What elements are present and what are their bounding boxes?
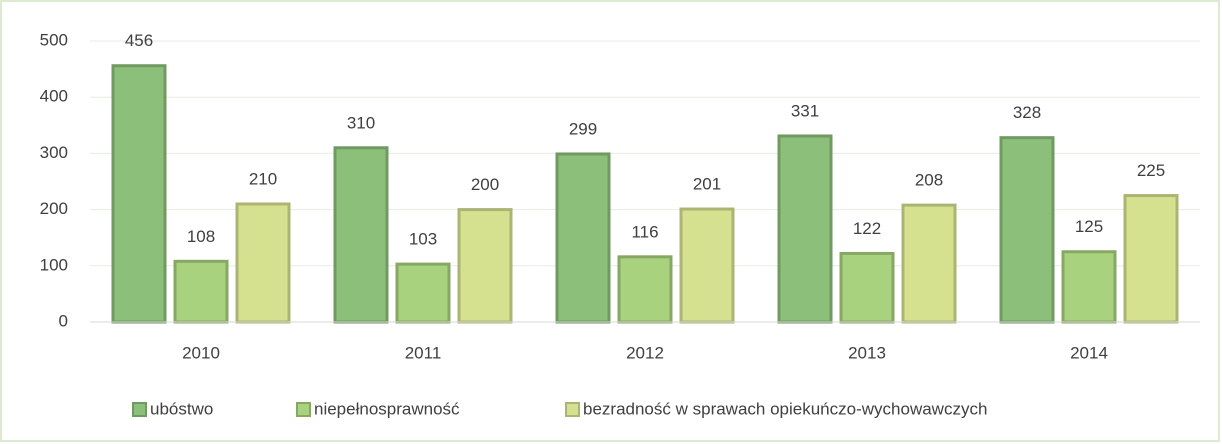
data-label: 331	[791, 101, 819, 120]
data-label: 103	[409, 230, 437, 249]
data-label: 116	[631, 222, 658, 241]
y-tick-label: 300	[40, 143, 68, 162]
data-label: 208	[915, 171, 943, 190]
data-label: 108	[187, 227, 215, 246]
data-label: 210	[249, 169, 277, 188]
bar	[1061, 250, 1117, 324]
bar	[839, 251, 895, 324]
data-label: 456	[125, 31, 153, 50]
bar	[333, 146, 389, 324]
legend-swatch	[132, 402, 147, 417]
bar	[901, 203, 957, 324]
data-label: 310	[347, 113, 375, 132]
bar	[457, 208, 513, 324]
y-tick-label: 0	[59, 311, 68, 330]
data-label: 200	[471, 175, 499, 194]
legend-swatch	[296, 402, 311, 417]
x-tick-label: 2012	[626, 343, 664, 362]
bar	[173, 259, 229, 324]
bar	[1123, 194, 1179, 324]
y-tick-label: 400	[40, 87, 68, 106]
bar	[555, 152, 611, 324]
y-tick-label: 100	[40, 255, 68, 274]
data-label: 225	[1137, 161, 1165, 180]
data-label: 122	[853, 219, 881, 238]
legend-label: niepełnosprawność	[314, 399, 460, 418]
legend-label: ubóstwo	[150, 399, 213, 418]
x-tick-label: 2010	[182, 343, 220, 362]
data-label: 328	[1013, 103, 1041, 122]
y-tick-label: 500	[40, 30, 68, 49]
data-label: 201	[693, 175, 721, 194]
x-tick-label: 2013	[848, 343, 886, 362]
bar	[679, 207, 735, 324]
legend-swatch	[565, 402, 580, 417]
bar	[617, 255, 673, 324]
bar	[111, 64, 167, 324]
x-tick-label: 2011	[405, 343, 442, 362]
bar	[395, 262, 451, 324]
y-tick-label: 200	[40, 199, 68, 218]
bar	[777, 134, 833, 324]
data-label: 299	[569, 119, 597, 138]
bar	[235, 202, 291, 324]
bar	[999, 136, 1055, 324]
legend-label: bezradność w sprawach opiekuńczo-wychowa…	[583, 399, 987, 418]
data-label: 125	[1075, 217, 1103, 236]
x-tick-label: 2014	[1070, 343, 1108, 362]
